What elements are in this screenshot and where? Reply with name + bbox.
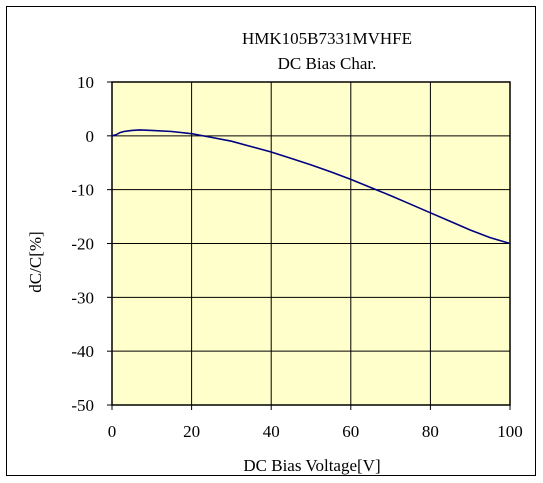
x-tick-label: 60	[342, 422, 359, 441]
y-tick-label: 10	[77, 73, 94, 92]
y-tick-label: 0	[86, 127, 95, 146]
chart-title-line-2: DC Bias Char.	[278, 54, 377, 73]
series-line	[111, 129, 511, 245]
x-axis-label: DC Bias Voltage[V]	[243, 456, 380, 475]
x-tick-label: 80	[422, 422, 439, 441]
x-tick-label: 100	[497, 422, 523, 441]
y-tick-label: -30	[71, 288, 94, 307]
y-tick-label: -50	[71, 396, 94, 415]
y-tick-label: -20	[71, 235, 94, 254]
y-tick-labels: 10 0 -10 -20 -30 -40 -50	[71, 73, 94, 415]
y-tick-label: -10	[71, 181, 94, 200]
x-tick-labels: 0 20 40 60 80 100	[108, 422, 523, 441]
chart-title-line-1: HMK105B7331MVHFE	[242, 29, 412, 48]
x-tick-label: 0	[108, 422, 117, 441]
y-axis-label: dC/C[%]	[26, 231, 45, 292]
y-tick-label: -40	[71, 342, 94, 361]
x-tick-label: 20	[183, 422, 200, 441]
x-tick-label: 40	[263, 422, 280, 441]
